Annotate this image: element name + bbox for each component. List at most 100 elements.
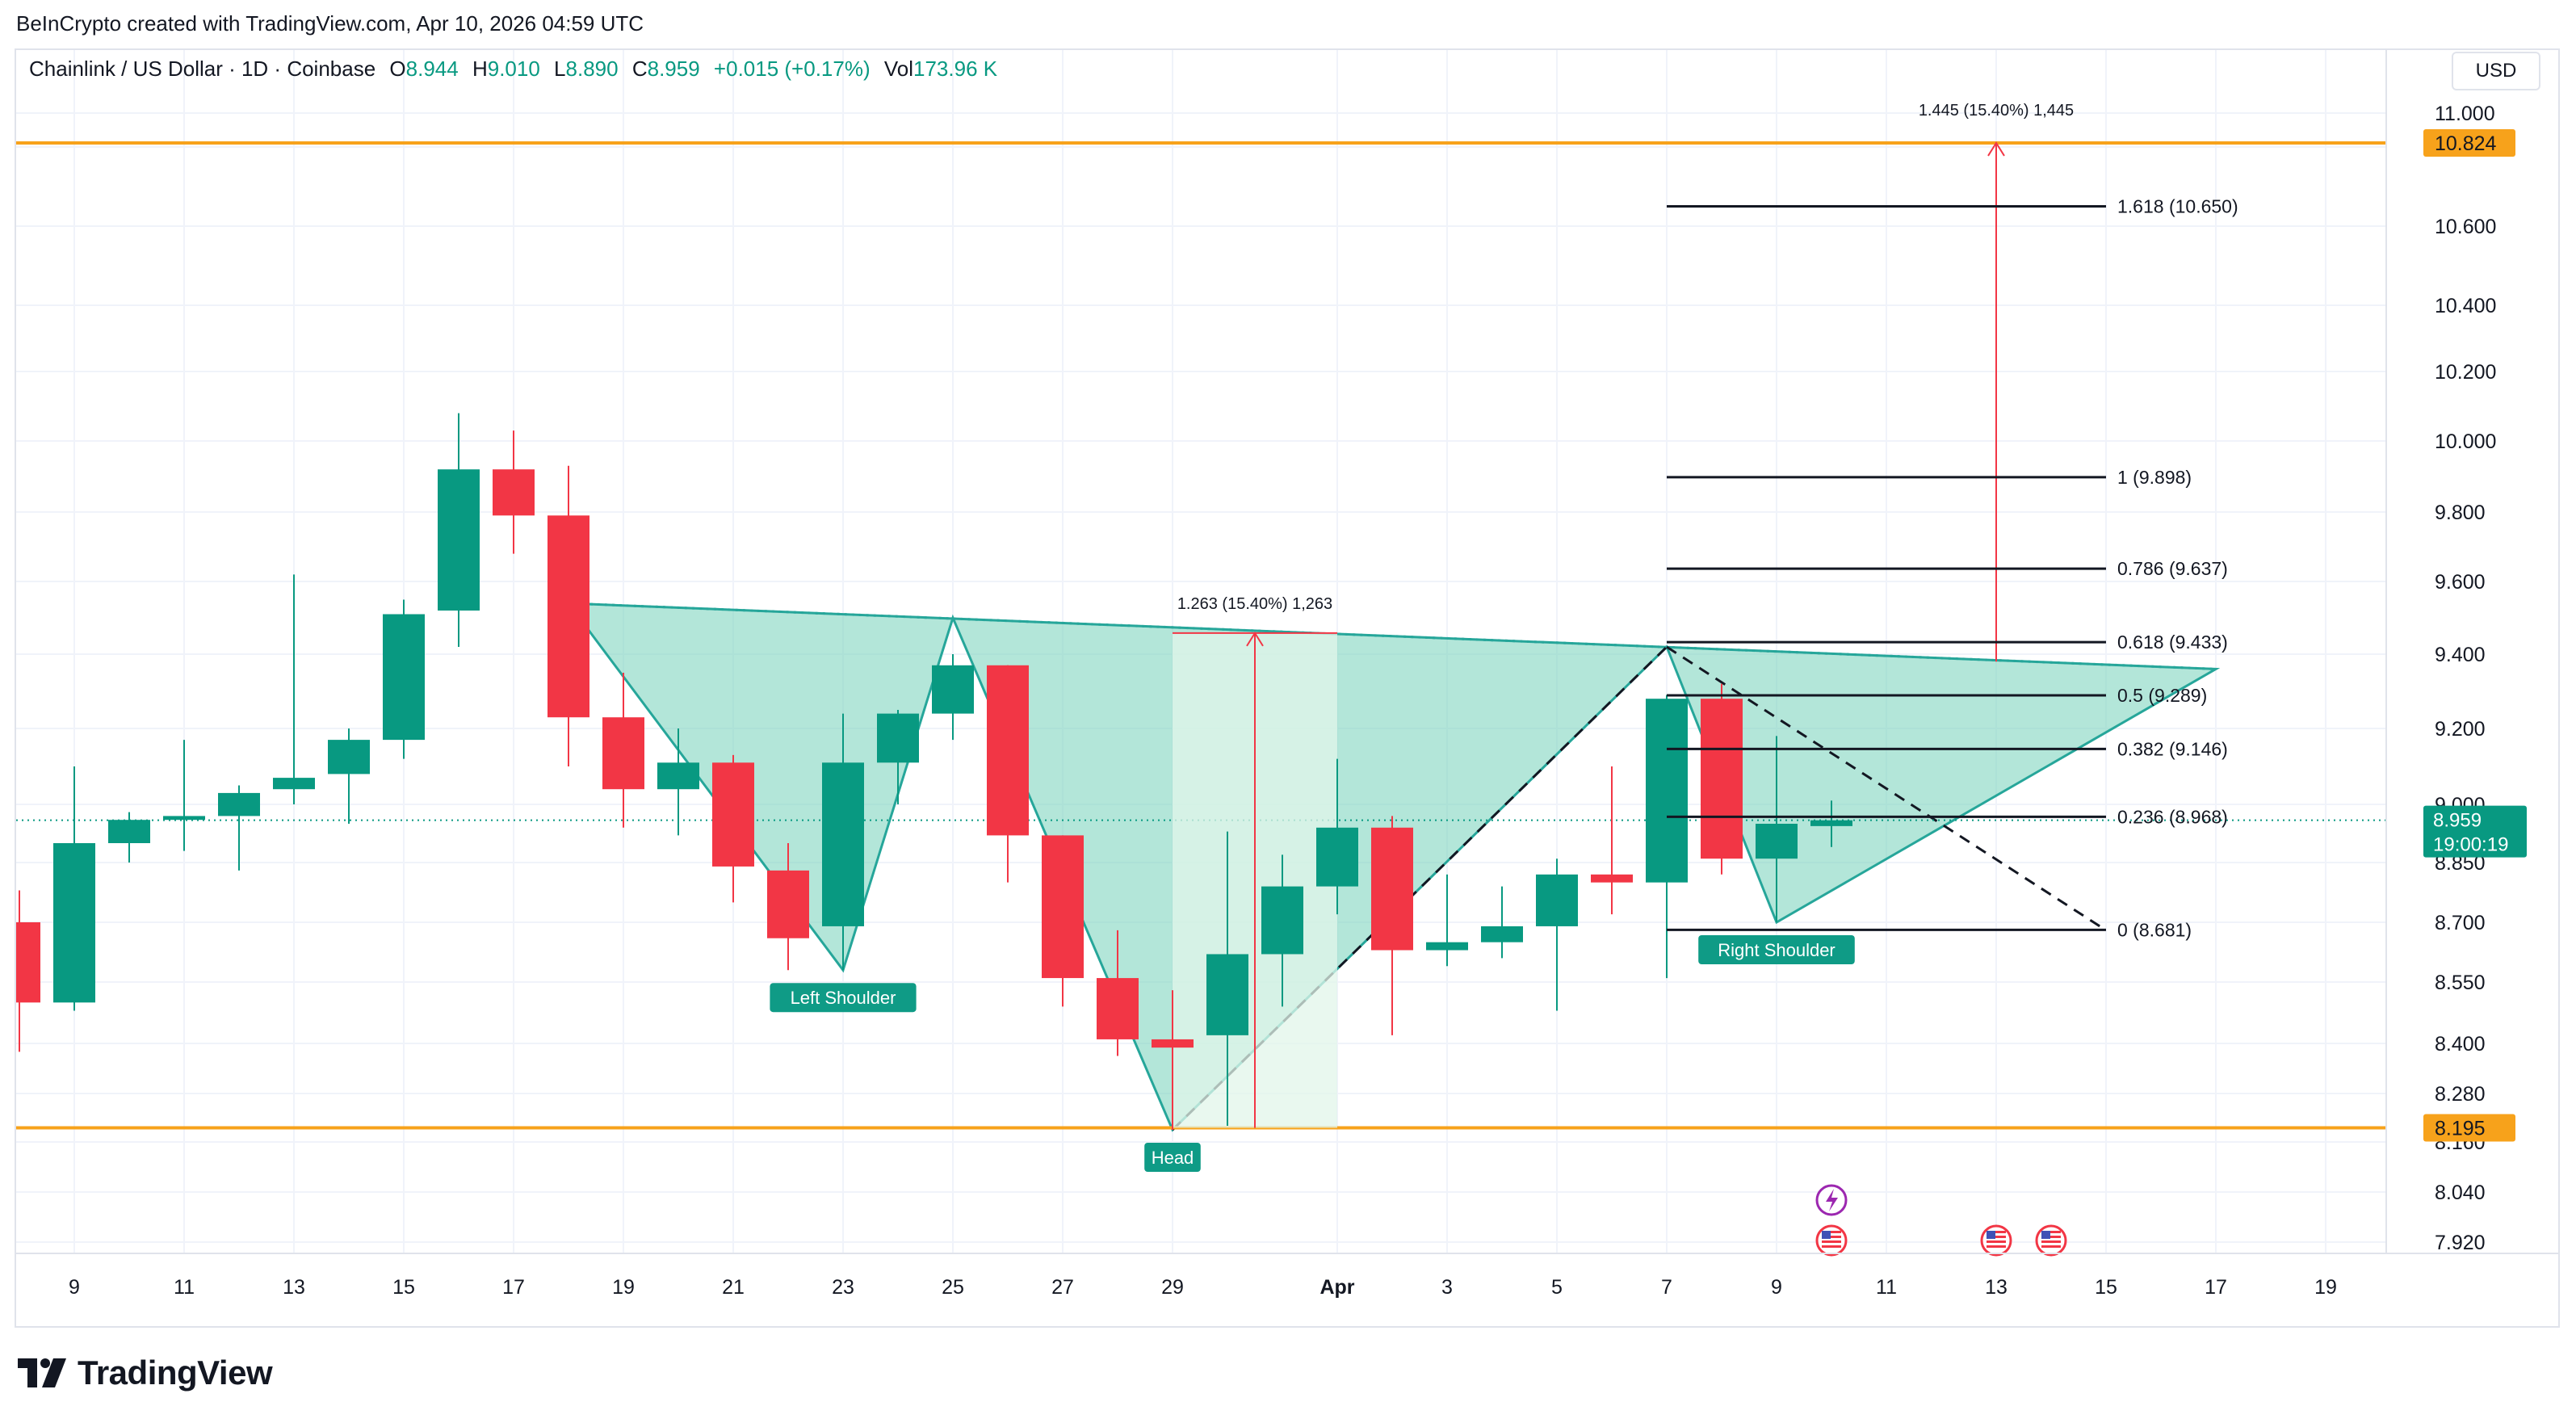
tradingview-logo-text: TradingView [78,1354,273,1392]
candle-body [383,614,425,741]
candle-body [602,717,644,790]
y-tick-label: 8.550 [2435,972,2486,994]
candle-body [1481,926,1523,942]
target-label: 1.445 (15.40%) 1,445 [1919,102,2074,120]
candle-body [1701,699,1743,859]
candle[interactable] [493,430,535,554]
candle-body [1536,874,1578,926]
candle-body [1646,699,1688,883]
us-flag-stripe [2041,1245,2061,1248]
candle-body [877,713,919,763]
candle[interactable] [712,754,754,903]
currency-button[interactable]: USD [2452,52,2540,90]
candle[interactable] [602,673,644,828]
fib-label: 0.618 (9.433) [2117,632,2228,653]
lightning-icon-bolt [1826,1189,1838,1211]
x-tick-label: 19 [612,1276,635,1299]
x-tick-label: 13 [1985,1276,2008,1299]
candle[interactable] [657,728,699,836]
candle[interactable] [273,574,315,804]
candle[interactable] [1261,854,1303,1007]
x-tick-label: 11 [1876,1276,1897,1299]
level-price-label: 8.195 [2435,1118,2486,1140]
left-shoulder-label: Left Shoulder [791,988,896,1008]
candle-body [822,762,864,926]
us-flag-icon[interactable] [1980,1224,2012,1257]
candle[interactable] [877,710,919,804]
us-flag-canton [1822,1231,1831,1239]
candle[interactable] [218,785,260,871]
candle[interactable] [1810,800,1852,847]
candle[interactable] [822,713,864,971]
candle-body [987,665,1029,836]
candle-body [657,762,699,790]
candle-body [163,816,205,821]
candle[interactable] [1536,858,1578,1011]
legend-close-label: C [631,57,648,81]
candle-body [767,870,809,938]
y-tick-label: 11.000 [2435,103,2495,125]
level-price-label: 10.824 [2435,132,2497,155]
us-flag-canton [1987,1231,1995,1239]
candle[interactable] [1591,766,1633,915]
us-flag-stripe [2041,1231,2061,1233]
x-tick-label: 15 [2095,1276,2117,1299]
y-tick-label: 8.040 [2435,1182,2486,1204]
candle-body [53,843,95,1003]
lightning-icon[interactable] [1815,1184,1848,1216]
candle-body [1261,886,1303,955]
us-flag-stripe [2041,1236,2061,1238]
candle[interactable] [1152,990,1194,1130]
event-markers [1815,1184,2067,1257]
candle-body [108,820,150,843]
candle[interactable] [16,890,40,1052]
fib-label: 0 (8.681) [2117,919,2192,940]
fib-label: 0.786 (9.637) [2117,558,2228,579]
candle[interactable] [1481,886,1523,959]
target-arrow-head [1987,141,2005,157]
candle[interactable] [53,766,95,1011]
left-shoulder-label-box [770,983,917,1013]
x-tick-label: 15 [392,1276,415,1299]
candle[interactable] [1646,695,1688,979]
candle[interactable] [383,599,425,759]
candle[interactable] [767,843,809,971]
us-flag-stripe [1987,1231,2006,1233]
us-flag-icon[interactable] [1815,1224,1848,1257]
legend-low-value: 8.890 [565,57,619,81]
candle[interactable] [1701,683,1743,875]
candle[interactable] [1042,835,1084,1007]
candle[interactable] [1097,930,1139,1056]
candle[interactable] [1206,831,1248,1126]
y-tick-label: 9.400 [2435,644,2486,666]
candle[interactable] [108,812,150,863]
candle[interactable] [548,465,589,766]
candle[interactable] [328,728,370,824]
x-tick-label: 21 [722,1276,745,1299]
candle[interactable] [932,654,974,741]
candle[interactable] [1371,816,1413,1035]
y-tick-label: 10.000 [2435,430,2496,453]
candle[interactable] [1426,874,1468,967]
candle[interactable] [438,413,480,647]
candle[interactable] [163,740,205,851]
candle-body [1152,1039,1194,1048]
tradingview-logo-icon [18,1358,66,1387]
candle[interactable] [1316,758,1358,915]
tradingview-logo[interactable]: TradingView [18,1354,273,1392]
fib-layer: 1.618 (10.650) 1 (9.898) 0.786 (9.637) 0.61… [1667,196,2238,940]
chart-area[interactable]: 1.263 (15.40%) 1,263 1.445 (15.40%) 1,445… [15,48,2560,1328]
legend-open-value: 8.944 [405,57,459,81]
candle-body [1316,827,1358,887]
fib-label: 0.5 (9.289) [2117,685,2207,706]
price-chart-svg[interactable]: 1.263 (15.40%) 1,263 1.445 (15.40%) 1,445… [16,50,2558,1326]
candle[interactable] [1756,736,1798,922]
legend-volume-label: Vol [883,57,914,81]
candle[interactable] [987,665,1029,883]
x-tick-label: 17 [2205,1276,2227,1299]
candle-body [1206,954,1248,1035]
x-tick-label: 19 [2314,1276,2337,1299]
last-price-tag [2423,805,2527,858]
falling-trend-line [1666,645,2107,932]
us-flag-icon[interactable] [2035,1224,2067,1257]
